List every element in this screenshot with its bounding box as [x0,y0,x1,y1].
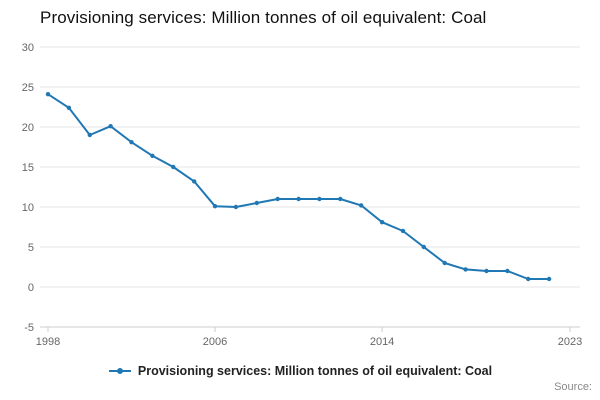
data-point-marker[interactable] [546,276,552,282]
data-point-marker[interactable] [526,276,531,282]
y-tick-label: 30 [22,42,34,54]
x-tick-label: 2014 [370,336,394,348]
legend-line-icon [108,366,132,376]
data-point-marker[interactable] [45,92,51,97]
data-point-marker[interactable] [296,196,301,202]
data-point-marker[interactable] [129,140,134,145]
chart-title: Provisioning services: Million tonnes of… [40,8,487,27]
source-label: Source: [554,381,592,393]
data-point-marker[interactable] [192,179,197,184]
y-tick-label: 5 [28,242,34,254]
data-point-marker[interactable] [505,268,510,274]
data-point-marker[interactable] [421,244,426,250]
series-line [47,93,551,280]
x-tick-label: 2023 [558,336,582,348]
data-point-marker[interactable] [108,124,113,129]
data-point-marker[interactable] [275,196,280,202]
data-point-marker[interactable] [317,196,322,202]
y-tick-label: -5 [24,322,34,334]
data-point-marker[interactable] [254,200,259,206]
x-tick-label: 2006 [203,336,227,348]
data-point-marker[interactable] [400,228,406,234]
data-point-marker[interactable] [359,203,364,208]
y-tick-label: 15 [22,162,34,174]
data-point-marker[interactable] [87,132,93,138]
data-point-marker[interactable] [484,268,489,274]
data-point-marker[interactable] [442,260,447,266]
legend-item[interactable]: Provisioning services: Million tonnes of… [0,364,600,378]
data-point-marker[interactable] [66,105,72,111]
data-point-marker[interactable] [212,204,218,209]
data-point-marker[interactable] [463,267,468,272]
data-point-marker[interactable] [233,204,239,210]
legend-label: Provisioning services: Million tonnes of… [137,364,493,378]
y-tick-label: 10 [22,202,34,214]
x-tick-label: 1998 [36,336,60,348]
y-tick-label: 20 [22,122,34,134]
line-chart-plot: -5 0 5 10 15 20 25 30 1998 2006 2014 2023 [22,42,582,348]
data-point-marker[interactable] [171,164,176,170]
data-point-marker[interactable] [379,220,385,225]
y-tick-label: 0 [28,282,34,294]
data-point-marker[interactable] [150,153,155,158]
y-tick-label: 25 [22,82,34,94]
data-point-marker[interactable] [338,196,343,202]
